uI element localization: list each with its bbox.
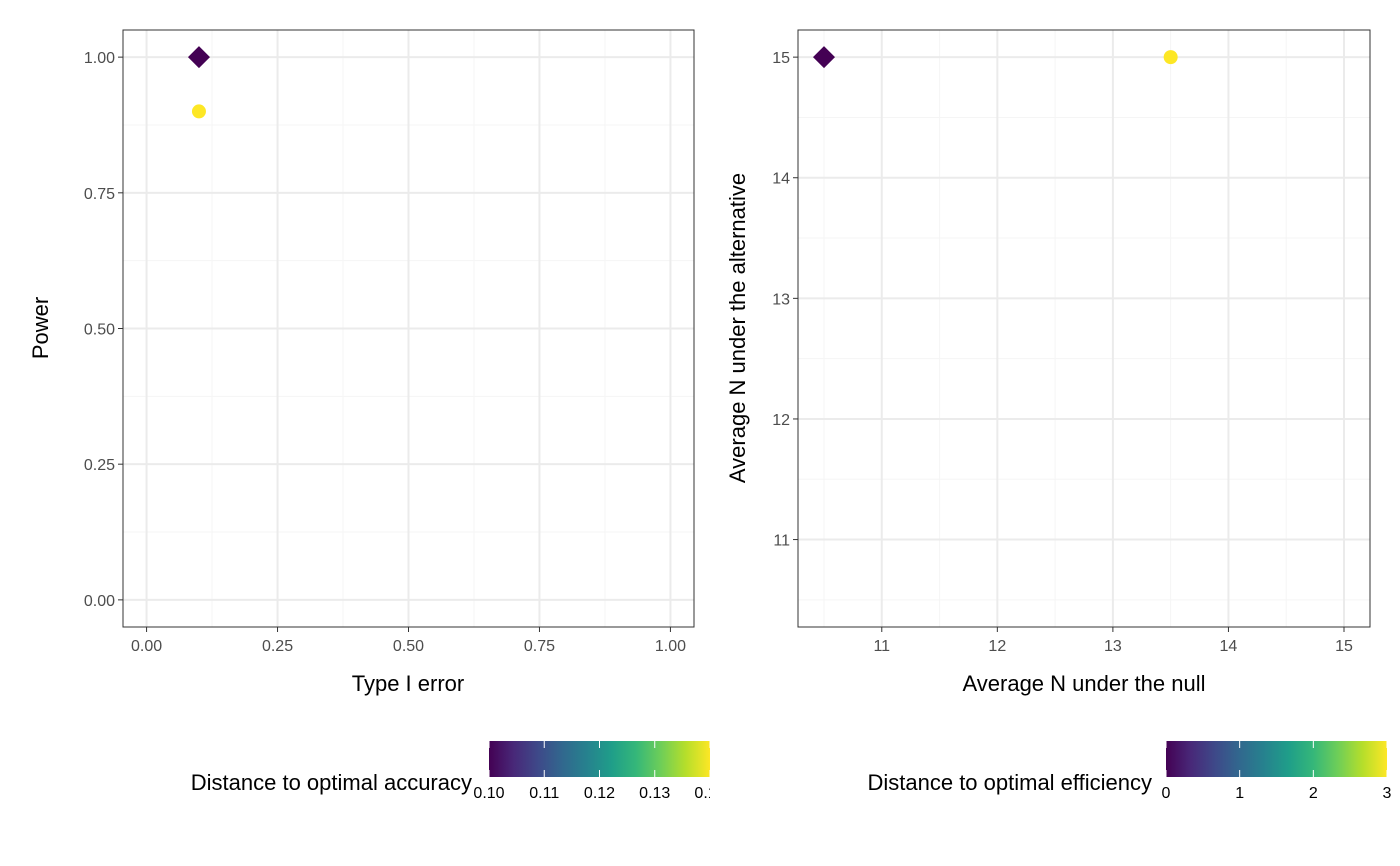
y-tick-label: 1.00	[84, 50, 115, 67]
x-tick-label: 14	[1220, 638, 1238, 655]
colorbar-tick-label: 0.10	[473, 785, 504, 802]
colorbar-tick-label: 2	[1309, 785, 1318, 802]
x-tick-label: 0.00	[131, 638, 162, 655]
y-ticks-efficiency: 11 12 13 14 15	[772, 50, 798, 550]
legend-accuracy: Distance to optimal accuracy 0.10 0.11 0.1…	[191, 741, 725, 802]
x-tick-label: 1.00	[655, 638, 686, 655]
y-tick-label: 12	[772, 412, 790, 429]
colorbar-tick-label: 3	[1383, 785, 1392, 802]
colorbar-accuracy: 0.10 0.11 0.12 0.13 0.14	[473, 741, 725, 802]
point-circle	[1163, 50, 1178, 65]
y-tick-label: 11	[773, 533, 790, 550]
panel-efficiency: 11 12 13 14 15 11 12 13 14 15 Average N under th…	[725, 29, 1371, 696]
x-axis-title-efficiency: Average N under the null	[963, 671, 1206, 696]
x-ticks-efficiency: 11 12 13 14 15	[873, 627, 1353, 655]
y-tick-label: 0.00	[84, 593, 115, 610]
colorbar-tick-label: 0.14	[694, 785, 725, 802]
point-diamond	[813, 46, 835, 69]
legend-efficiency: Distance to optimal efficiency 0 1 2 3	[867, 741, 1392, 802]
grid-accuracy	[123, 30, 694, 627]
points-efficiency	[813, 46, 1178, 69]
y-axis-title-accuracy: Power	[28, 297, 53, 359]
x-tick-label: 0.25	[262, 638, 293, 655]
x-tick-label: 0.75	[524, 638, 555, 655]
y-tick-label: 0.25	[84, 457, 115, 474]
points-accuracy	[187, 46, 210, 119]
panel-border-efficiency	[797, 29, 1371, 628]
x-tick-label: 12	[988, 638, 1006, 655]
x-ticks-accuracy: 0.00 0.25 0.50 0.75 1.00	[131, 627, 686, 655]
y-tick-label: 14	[772, 171, 790, 188]
x-tick-label: 13	[1104, 638, 1122, 655]
legend-title-accuracy: Distance to optimal accuracy	[191, 770, 472, 795]
panel-accuracy: 0.00 0.25 0.50 0.75 1.00 0.00 0.25 0.50 0.75 1.0…	[28, 29, 695, 696]
y-tick-label: 0.50	[84, 322, 115, 339]
colorbar-tick-label: 0.12	[584, 785, 615, 802]
legend-title-efficiency: Distance to optimal efficiency	[867, 770, 1152, 795]
grid-efficiency	[798, 30, 1370, 627]
x-tick-label: 11	[873, 638, 890, 655]
colorbar-tick-label: 0	[1162, 785, 1171, 802]
y-tick-label: 13	[772, 291, 790, 308]
y-ticks-accuracy: 0.00 0.25 0.50 0.75 1.00	[84, 50, 123, 610]
x-axis-title-accuracy: Type I error	[352, 671, 464, 696]
point-circle	[191, 104, 206, 119]
colorbar-tick-label: 0.13	[639, 785, 670, 802]
x-tick-label: 0.50	[393, 638, 424, 655]
y-tick-label: 0.75	[84, 186, 115, 203]
colorbar-tick-label: 0.11	[529, 785, 559, 802]
point-diamond	[187, 46, 210, 69]
colorbar-efficiency: 0 1 2 3	[1162, 741, 1392, 802]
y-tick-label: 15	[772, 50, 790, 67]
colorbar-gradient	[1166, 741, 1387, 777]
colorbar-tick-label: 1	[1235, 785, 1244, 802]
x-tick-label: 15	[1335, 638, 1353, 655]
y-axis-title-efficiency: Average N under the alternative	[725, 173, 750, 483]
